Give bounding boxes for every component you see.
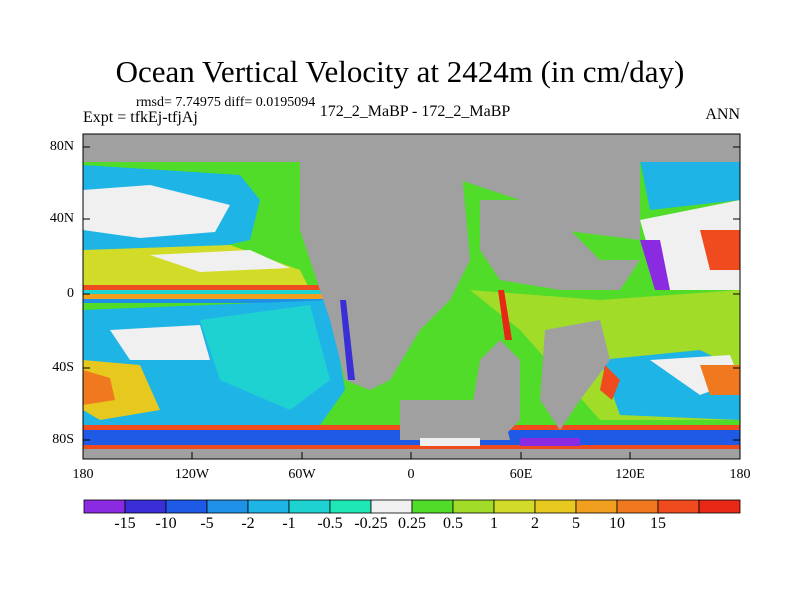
colorbar-swatch [698,499,741,514]
colorbar-swatch [452,499,495,514]
colorbar-label: 0.25 [398,515,426,532]
map-field [83,134,740,459]
lat-tick-0: 0 [67,286,74,301]
colorbar-swatch [493,499,536,514]
lon-tick-180e: 180 [729,467,751,482]
colorbar-label: -0.5 [317,515,343,532]
lat-tick-80n: 80N [49,139,74,154]
colorbar-swatch [288,499,331,514]
colorbar-swatch [534,499,577,514]
comparison-label: 172_2_MaBP - 172_2_MaBP [319,103,511,120]
lon-tick-60e: 60E [509,467,533,482]
colorbar-swatch [657,499,700,514]
colorbar-label: -1 [282,515,296,532]
colorbar-swatch [165,499,208,514]
experiment-label: Expt = tfkEj-tfjAj [83,109,198,126]
lon-tick-180w: 180 [72,467,94,482]
colorbar-label: 2 [531,515,539,532]
colorbar-label: 15 [650,515,666,532]
colorbar-label: -0.25 [354,515,388,532]
lat-tick-80s: 80S [52,432,74,447]
colorbar-swatch [124,499,167,514]
colorbar-swatch [370,499,413,514]
colorbar-swatch [247,499,290,514]
colorbar-swatch [411,499,454,514]
colorbar-swatch [616,499,659,514]
colorbar-label: 5 [572,515,580,532]
lon-tick-120w: 120W [174,467,210,482]
colorbar [83,499,741,514]
colorbar-swatch [329,499,372,514]
lon-tick-0: 0 [407,467,415,482]
colorbar-label: 1 [490,515,498,532]
colorbar-label: 0.5 [443,515,463,532]
colorbar-label: 10 [609,515,625,532]
colorbar-swatch [83,499,126,514]
colorbar-swatch [206,499,249,514]
colorbar-label: -15 [114,515,136,532]
lon-tick-60w: 60W [288,467,316,482]
season-label: ANN [705,106,740,123]
rmsd-stats: rmsd= 7.74975 diff= 0.0195094 [136,95,316,110]
axis-ticks [82,146,741,459]
colorbar-label: -10 [155,515,177,532]
lat-tick-40n: 40N [49,211,74,226]
colorbar-label: -5 [200,515,214,532]
lon-tick-120e: 120E [615,467,645,482]
lat-tick-40s: 40S [52,360,74,375]
colorbar-swatch [575,499,618,514]
colorbar-label: -2 [241,515,255,532]
plot-title: Ocean Vertical Velocity at 2424m (in cm/… [115,54,685,89]
